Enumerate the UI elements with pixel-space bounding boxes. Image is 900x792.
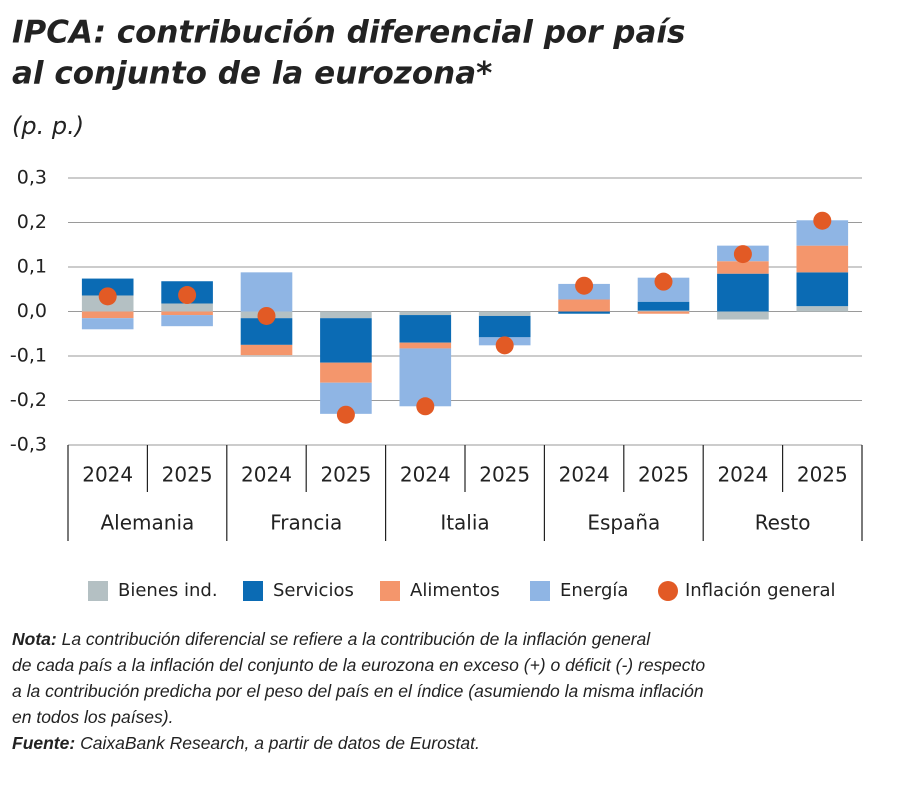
bar-segment [81, 318, 134, 330]
bar-segment [399, 311, 452, 316]
x-tick-label: 2024 [400, 463, 451, 487]
bar-segment [399, 342, 452, 349]
legend-swatch [530, 581, 550, 601]
legend-label: Energía [560, 580, 628, 601]
dot [98, 287, 117, 306]
y-tick-label: 0,2 [17, 211, 47, 233]
bar-segment [558, 311, 610, 314]
bar-segment [478, 315, 531, 338]
source-text: CaixaBank Research, a partir de datos de… [80, 733, 480, 753]
chart-title: IPCA: contribución diferencial por país [12, 15, 685, 51]
dot [257, 306, 276, 325]
dot [813, 211, 832, 230]
bar-segment [320, 318, 372, 363]
bar-segment [161, 315, 213, 327]
bar-segment [796, 306, 849, 312]
bar-segment [240, 344, 293, 356]
bar-segment [478, 311, 531, 316]
dot [733, 245, 752, 264]
chart: IPCA: contribución diferencial por país … [10, 15, 863, 601]
group-label: Italia [440, 511, 489, 535]
chart-title: al conjunto de la eurozona* [12, 56, 492, 92]
bar-segment [399, 348, 452, 407]
group-label: Alemania [101, 511, 195, 535]
bar-segment [161, 311, 213, 316]
bar-segment [637, 311, 690, 314]
bar-segment [717, 273, 769, 312]
x-tick-label: 2024 [241, 463, 292, 487]
bar-segment [81, 311, 134, 319]
legend-swatch [243, 581, 263, 601]
note-line: en todos los países). [12, 707, 174, 727]
x-tick-label: 2025 [320, 463, 371, 487]
note-line: a la contribución predicha por el peso d… [12, 681, 704, 701]
legend-label: Bienes ind. [118, 580, 218, 601]
y-tick-label: 0,3 [17, 167, 47, 189]
x-tick-label: 2024 [717, 463, 768, 487]
x-tick-label: 2025 [638, 463, 689, 487]
y-tick-label: -0,1 [10, 345, 47, 367]
bar-segment [796, 272, 849, 307]
bar-segment [796, 245, 849, 273]
bar-segment [399, 315, 452, 343]
x-tick-label: 2025 [479, 463, 530, 487]
bar-segment [637, 301, 690, 311]
source-label: Fuente: [12, 733, 76, 753]
x-tick-label: 2025 [797, 463, 848, 487]
notes: Nota: La contribución diferencial se ref… [12, 626, 892, 756]
dot [654, 272, 673, 291]
dot [178, 286, 197, 305]
legend-swatch [88, 581, 108, 601]
bar-segment [161, 303, 213, 312]
note-line: de cada país a la inflación del conjunto… [12, 655, 706, 675]
bar-segment [637, 310, 690, 312]
bar-segment [717, 261, 769, 274]
dot [575, 276, 594, 295]
y-tick-label: 0,0 [17, 300, 47, 322]
legend-label: Alimentos [410, 580, 500, 601]
chart-subtitle: (p. p.) [12, 112, 84, 140]
legend-swatch [658, 581, 678, 601]
bar-segment [81, 278, 134, 296]
bar-segment [717, 311, 769, 320]
dot [336, 405, 355, 424]
bar-segment [320, 362, 372, 383]
legend-swatch [380, 581, 400, 601]
bar-segment [558, 299, 610, 312]
y-tick-label: 0,1 [17, 256, 47, 278]
note-text: La contribución diferencial se refiere a… [61, 629, 651, 649]
note-line: Nota: La contribución diferencial se ref… [12, 626, 892, 652]
group-label: España [587, 511, 660, 535]
group-label: Francia [270, 511, 342, 535]
dot [495, 336, 514, 355]
note-label: Nota: [12, 629, 57, 649]
x-tick-label: 2025 [162, 463, 213, 487]
legend-label: Servicios [273, 580, 354, 601]
x-tick-label: 2024 [82, 463, 133, 487]
source-line: Fuente: CaixaBank Research, a partir de … [12, 730, 892, 756]
y-tick-label: -0,3 [10, 434, 47, 456]
x-tick-label: 2024 [559, 463, 610, 487]
bar-segment [320, 311, 372, 319]
group-label: Resto [755, 511, 811, 535]
y-tick-label: -0,2 [10, 389, 47, 411]
dot [416, 397, 435, 416]
legend-label: Inflación general [685, 580, 836, 601]
bar-segment [240, 272, 293, 312]
